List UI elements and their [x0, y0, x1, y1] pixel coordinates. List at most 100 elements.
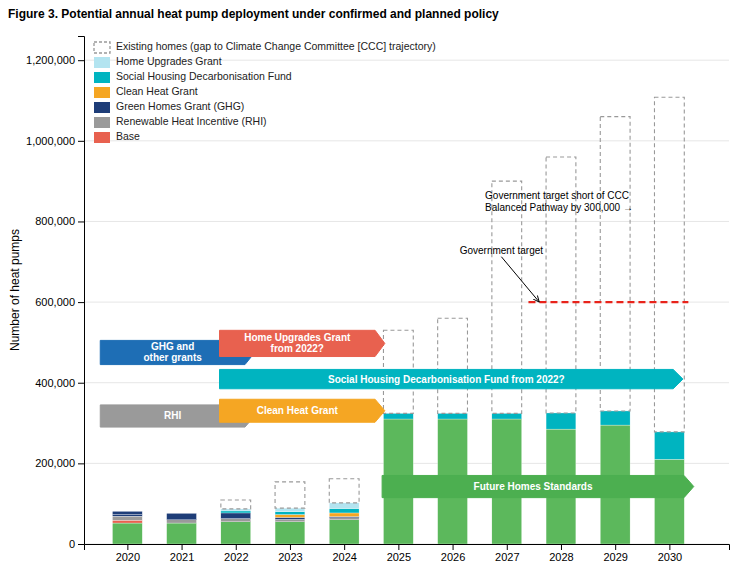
text-line: Clean Heat Grant [257, 405, 339, 416]
text-line: from 2022? [271, 343, 324, 354]
legend-label: Social Housing Decarbonisation Fund [116, 70, 292, 82]
bar [329, 513, 359, 517]
bar [112, 516, 142, 520]
bar-outline [329, 479, 359, 503]
grid-line [84, 221, 729, 222]
x-tick: 2022 [224, 544, 248, 563]
x-tick-mark [344, 544, 345, 550]
text-line: other grants [143, 352, 202, 363]
x-axis: 2020202120222023202420252026202720282029… [85, 544, 730, 563]
policy-arrow-label: Home Upgrades Grantfrom 2022? [244, 332, 351, 354]
bar [221, 522, 251, 544]
text-line: Future Homes Standards [474, 481, 593, 492]
y-tick-label: 0 [69, 538, 75, 550]
y-axis-line [78, 37, 85, 545]
x-tick-mark [453, 544, 454, 550]
x-tick: 2024 [332, 544, 356, 563]
policy-arrow-label: GHG andother grants [143, 341, 202, 363]
x-tick-mark [398, 544, 399, 550]
y-tick: 400,000 [35, 377, 84, 389]
grid [84, 60, 729, 544]
bar [112, 515, 142, 517]
reference-lines [528, 302, 688, 303]
x-tick-mark [615, 544, 616, 550]
bar [329, 517, 359, 518]
legend-item: Clean Heat Grant [94, 85, 198, 98]
policy-arrows: RHI GHG andother grants Home Upgrades Gran… [100, 330, 694, 497]
legend-swatch [94, 57, 110, 68]
bar [221, 513, 251, 519]
legend-item: Base [94, 130, 140, 143]
chart-container: 2020202120222023202420252026202720282029… [0, 0, 745, 574]
x-tick-label: 2028 [549, 551, 573, 563]
y-tick-mark [78, 60, 84, 61]
x-tick-mark [127, 544, 128, 550]
bar [546, 413, 576, 429]
x-tick-label: 2029 [603, 551, 627, 563]
bar [329, 518, 359, 520]
legend-swatch [94, 132, 110, 143]
grid-line [84, 140, 729, 141]
grid-line [84, 302, 729, 303]
bar [167, 523, 197, 544]
x-tick-label: 2024 [332, 551, 356, 563]
annotations: Government target short of CCCBalanced P… [460, 190, 633, 302]
x-tick-mark [507, 544, 508, 550]
y-tick: 200,000 [35, 457, 84, 469]
bar [329, 520, 359, 544]
reference-line [528, 301, 688, 303]
bar [221, 511, 251, 513]
bar [329, 509, 359, 513]
x-tick-mark [236, 544, 237, 550]
bar [275, 512, 305, 515]
x-tick-label: 2023 [278, 551, 302, 563]
text-line: RHI [164, 410, 181, 421]
legend-item: Existing homes (gap to Climate Change Co… [94, 40, 436, 53]
x-tick: 2027 [495, 544, 519, 563]
policy-arrow-label: Clean Heat Grant [257, 405, 339, 416]
y-tick: 800,000 [35, 215, 84, 227]
bar [112, 523, 142, 544]
bar [654, 432, 684, 459]
x-tick-label: 2022 [224, 551, 248, 563]
x-tick: 2025 [387, 544, 411, 563]
bar [275, 517, 305, 519]
y-tick-label: 600,000 [35, 296, 75, 308]
y-tick: 0 [69, 538, 84, 550]
bar [275, 515, 305, 518]
x-tick: 2023 [278, 544, 302, 563]
policy-arrow [220, 399, 385, 422]
bar [221, 519, 251, 522]
y-tick: 1,200,000 [26, 54, 84, 66]
legend-swatch [94, 102, 110, 113]
bar [492, 413, 522, 419]
bar [275, 519, 305, 521]
y-tick-label: 800,000 [35, 215, 75, 227]
bar [654, 459, 684, 544]
y-tick-mark [78, 302, 84, 303]
bar [600, 411, 630, 425]
chart-title: Figure 3. Potential annual heat pump dep… [8, 7, 499, 21]
annotation-text: Government target short of CCCBalanced P… [485, 190, 633, 213]
y-tick-mark [78, 221, 84, 222]
text-line: Home Upgrades Grant [244, 332, 351, 343]
bar [167, 513, 197, 519]
legend-swatch [94, 117, 110, 128]
policy-arrow [382, 475, 694, 497]
legend-item: Renewable Heat Incentive (RHI) [94, 115, 267, 128]
x-tick: 2021 [170, 544, 194, 563]
bar [438, 413, 468, 419]
legend-item: Home Upgrades Grant [94, 55, 222, 68]
x-tick: 2028 [549, 544, 573, 563]
x-tick-label: 2030 [658, 551, 682, 563]
x-tick: 2026 [441, 544, 465, 563]
y-tick-mark [78, 141, 84, 142]
x-tick-mark [290, 544, 291, 550]
legend: Existing homes (gap to Climate Change Co… [94, 40, 436, 143]
y-tick-label: 1,000,000 [26, 135, 75, 147]
annotation-text: Government target [460, 245, 544, 256]
y-tick: 600,000 [35, 296, 84, 308]
bar-outline [438, 318, 468, 413]
x-axis-line [85, 545, 730, 551]
policy-arrow-label: Future Homes Standards [474, 481, 593, 492]
